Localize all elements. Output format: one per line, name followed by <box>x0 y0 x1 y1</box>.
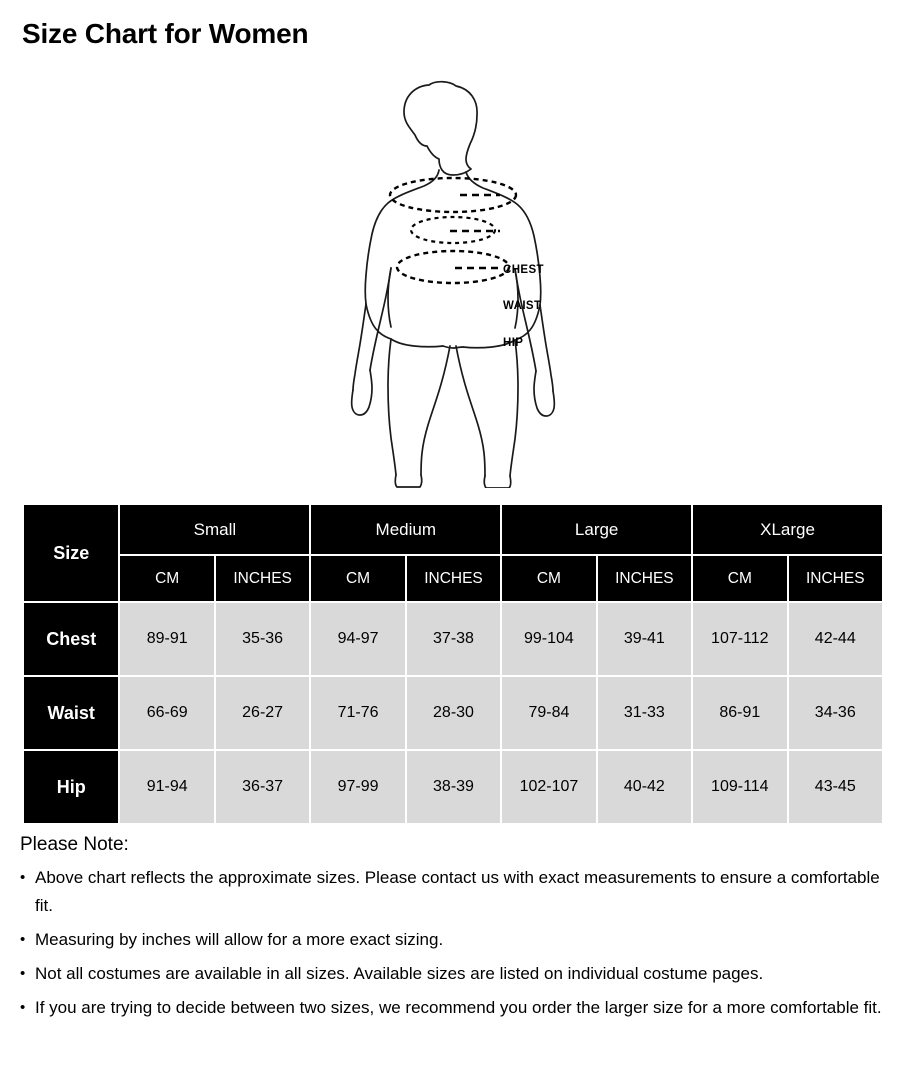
list-item: • Not all costumes are available in all … <box>20 960 890 988</box>
row-header-hip: Hip <box>21 749 121 825</box>
cell-waist-large-cm: 79-84 <box>500 675 598 751</box>
chest-label: CHEST <box>503 264 544 276</box>
cell-waist-xlarge-cm: 86-91 <box>691 675 789 751</box>
cell-hip-medium-inches: 38-39 <box>404 749 503 825</box>
waist-measure-ellipse <box>409 215 497 245</box>
table-header-row-groups: Size Small Medium Large XLarge <box>21 503 884 603</box>
unit-header-medium-inches: INCHES <box>404 554 503 603</box>
table-row: Waist 66-69 26-27 71-76 28-30 79-84 31-3… <box>21 675 885 751</box>
notes-heading: Please Note: <box>20 834 129 855</box>
notes-section: Please Note: • Above chart reflects the … <box>20 832 890 1028</box>
female-body-outline-icon <box>350 80 556 488</box>
cell-chest-xlarge-inches: 42-44 <box>786 601 885 677</box>
unit-header-small-cm: CM <box>118 554 216 603</box>
waist-label: WAIST <box>503 300 542 312</box>
table-header-row-units: CM INCHES CM INCHES CM INCHES CM INCHES <box>23 554 885 603</box>
cell-chest-medium-cm: 94-97 <box>309 601 407 677</box>
bullet-icon: • <box>20 869 26 886</box>
row-header-chest: Chest <box>21 601 121 677</box>
unit-header-xlarge-cm: CM <box>691 554 789 603</box>
note-text-3: Not all costumes are available in all si… <box>35 964 764 983</box>
hip-label: HIP <box>503 337 524 349</box>
table-row: Hip 91-94 36-37 97-99 38-39 102-107 40-4… <box>21 749 885 825</box>
cell-chest-medium-inches: 37-38 <box>404 601 503 677</box>
cell-hip-large-cm: 102-107 <box>500 749 598 825</box>
table-corner-size-label: Size <box>21 503 121 603</box>
cell-waist-medium-inches: 28-30 <box>404 675 503 751</box>
cell-hip-small-cm: 91-94 <box>118 749 216 825</box>
list-item: • Above chart reflects the approximate s… <box>20 864 890 920</box>
note-text-1: Above chart reflects the approximate siz… <box>35 868 880 915</box>
chest-measure-ellipse <box>388 176 518 214</box>
page-title: Size Chart for Women <box>22 18 309 49</box>
row-header-waist: Waist <box>21 675 121 751</box>
cell-chest-large-inches: 39-41 <box>595 601 694 677</box>
table-header-large: Large <box>500 503 694 556</box>
hip-measure-ellipse <box>395 249 511 285</box>
note-text-2: Measuring by inches will allow for a mor… <box>35 930 444 949</box>
cell-chest-small-inches: 35-36 <box>213 601 312 677</box>
cell-hip-large-inches: 40-42 <box>595 749 694 825</box>
table-header-xlarge: XLarge <box>691 503 884 556</box>
unit-header-large-inches: INCHES <box>595 554 694 603</box>
cell-chest-xlarge-cm: 107-112 <box>691 601 789 677</box>
cell-hip-medium-cm: 97-99 <box>309 749 407 825</box>
unit-header-medium-cm: CM <box>309 554 407 603</box>
cell-chest-large-cm: 99-104 <box>500 601 598 677</box>
bullet-icon: • <box>20 965 26 982</box>
unit-header-small-inches: INCHES <box>213 554 312 603</box>
cell-waist-xlarge-inches: 34-36 <box>786 675 885 751</box>
table-header-medium: Medium <box>309 503 503 556</box>
size-chart-table: Size Small Medium Large XLarge CM INCHES… <box>21 503 885 825</box>
body-figure: CHEST WAIST HIP <box>300 78 600 488</box>
bullet-icon: • <box>20 931 26 948</box>
cell-waist-small-cm: 66-69 <box>118 675 216 751</box>
list-item: • If you are trying to decide between tw… <box>20 994 890 1022</box>
unit-header-large-cm: CM <box>500 554 598 603</box>
list-item: • Measuring by inches will allow for a m… <box>20 926 890 954</box>
bullet-icon: • <box>20 999 26 1016</box>
cell-hip-xlarge-inches: 43-45 <box>786 749 885 825</box>
table-header-small: Small <box>118 503 312 556</box>
note-text-4: If you are trying to decide between two … <box>35 998 882 1017</box>
cell-chest-small-cm: 89-91 <box>118 601 216 677</box>
table-row: Chest 89-91 35-36 94-97 37-38 99-104 39-… <box>21 601 885 677</box>
cell-waist-medium-cm: 71-76 <box>309 675 407 751</box>
cell-hip-xlarge-cm: 109-114 <box>691 749 789 825</box>
unit-header-xlarge-inches: INCHES <box>786 554 885 603</box>
cell-waist-large-inches: 31-33 <box>595 675 694 751</box>
cell-waist-small-inches: 26-27 <box>213 675 312 751</box>
cell-hip-small-inches: 36-37 <box>213 749 312 825</box>
